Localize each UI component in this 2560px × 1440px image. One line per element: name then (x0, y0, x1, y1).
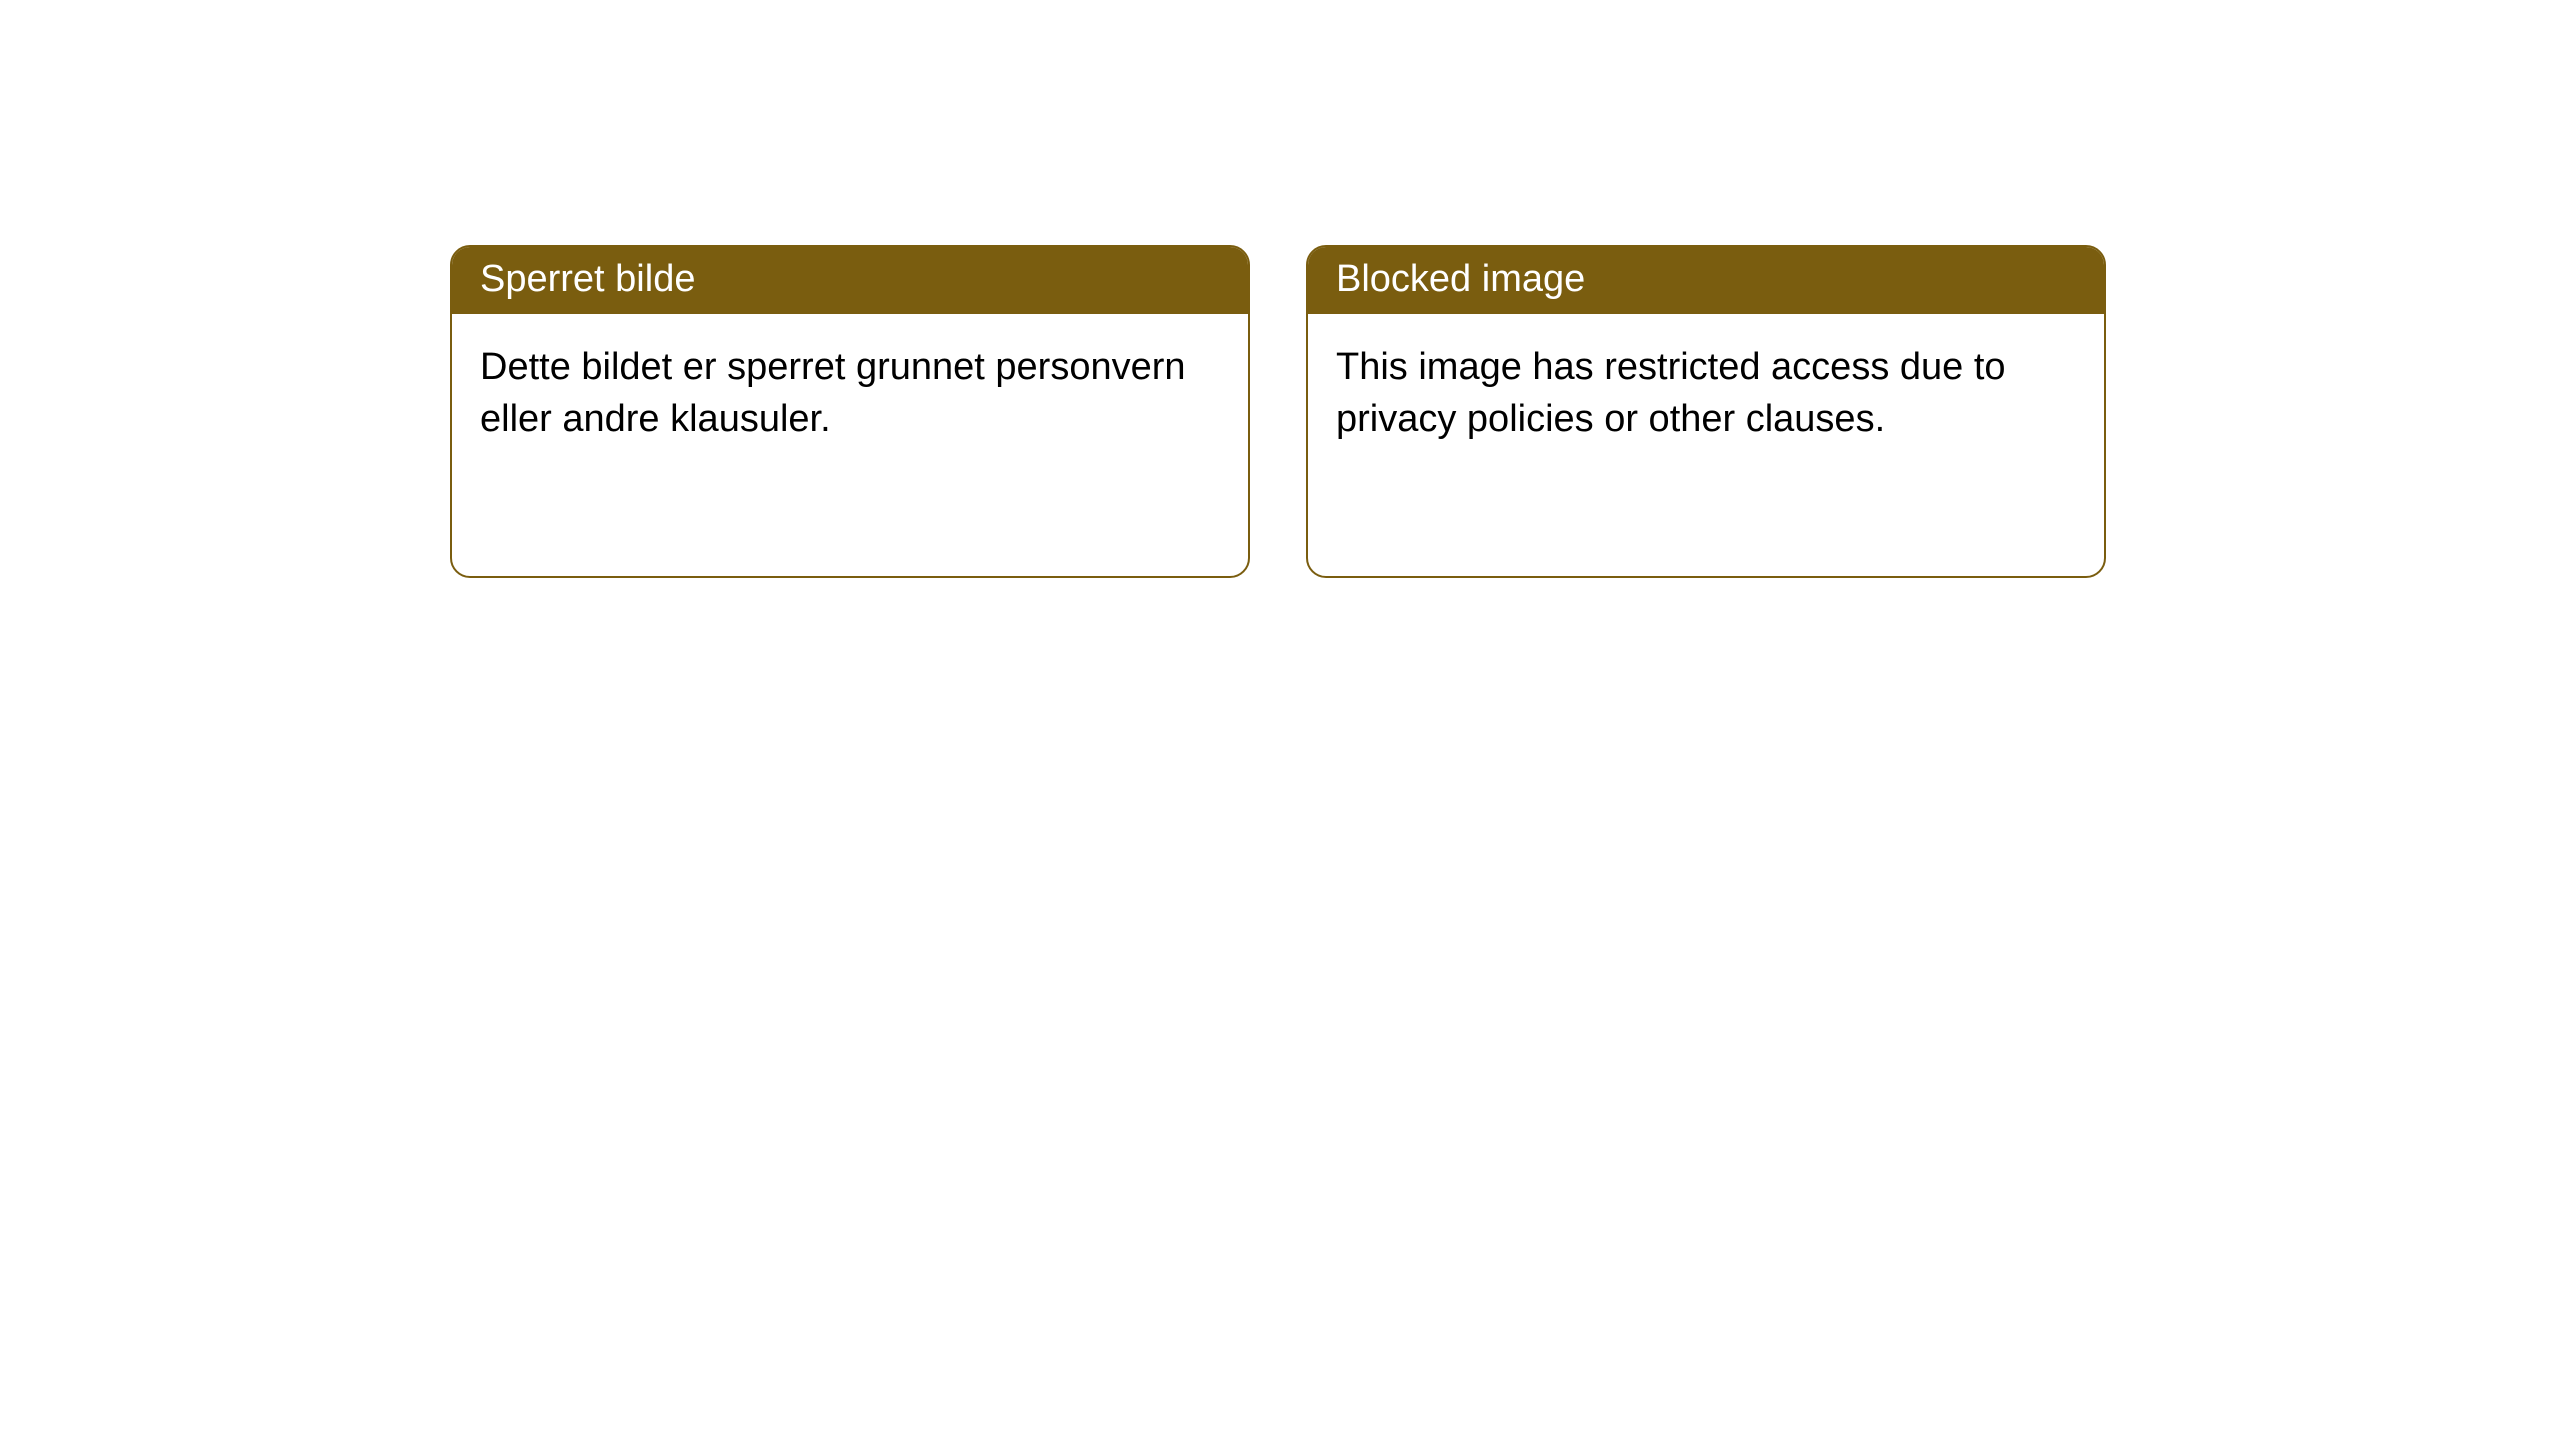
notice-container: Sperret bilde Dette bildet er sperret gr… (0, 0, 2560, 578)
blocked-image-card-no: Sperret bilde Dette bildet er sperret gr… (450, 245, 1250, 578)
blocked-image-card-en: Blocked image This image has restricted … (1306, 245, 2106, 578)
card-header-en: Blocked image (1308, 247, 2104, 314)
card-header-no: Sperret bilde (452, 247, 1248, 314)
card-body-no: Dette bildet er sperret grunnet personve… (452, 314, 1248, 473)
card-body-en: This image has restricted access due to … (1308, 314, 2104, 473)
